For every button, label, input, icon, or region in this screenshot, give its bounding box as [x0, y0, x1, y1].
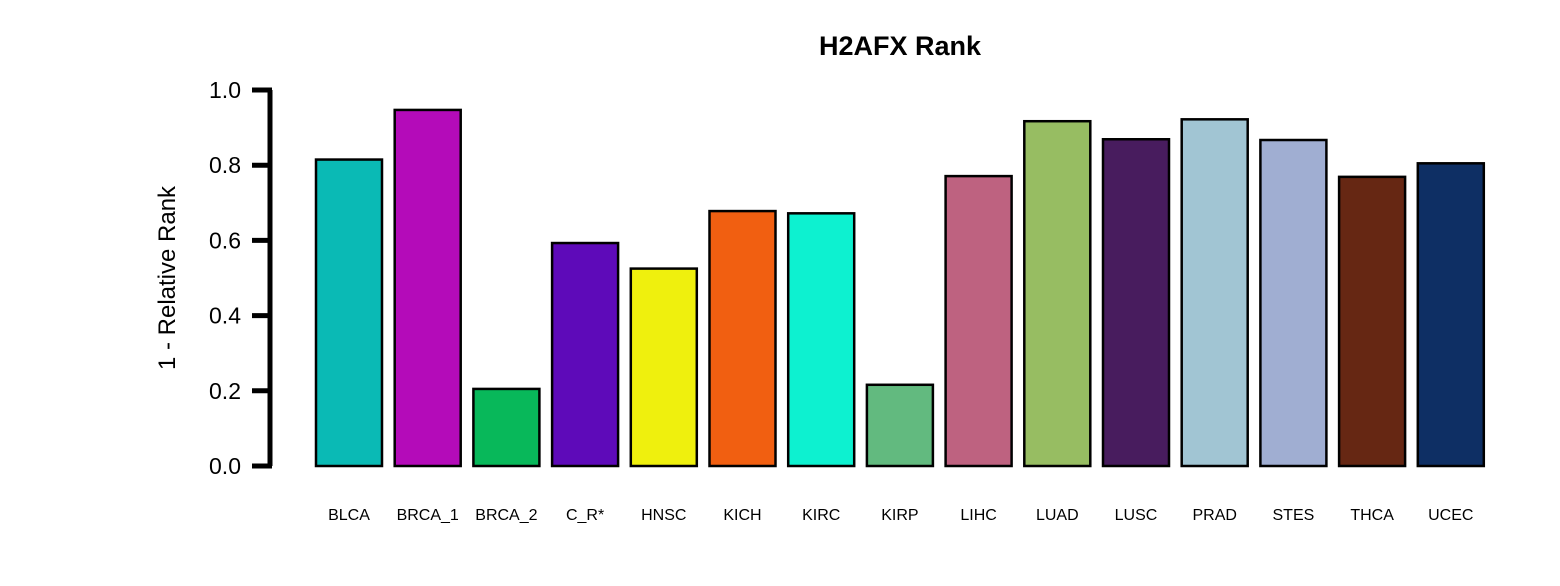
x-tick-label: THCA — [1350, 507, 1394, 524]
y-axis: 0.0 0.2 0.4 0.6 0.8 1.0 — [209, 77, 273, 479]
bar-hnsc — [629, 267, 699, 468]
bar-ucec — [1416, 162, 1486, 468]
x-tick-label: STES — [1273, 507, 1315, 524]
bar-brca-2 — [472, 387, 541, 468]
y-tick-label: 0.4 — [209, 303, 241, 329]
bar-lusc — [1101, 138, 1171, 468]
bar-kirp — [865, 383, 935, 468]
bar-thca — [1337, 175, 1407, 468]
y-tick-label: 0.0 — [209, 453, 241, 479]
x-tick-label: HNSC — [641, 507, 686, 524]
y-tick-label: 0.8 — [209, 152, 241, 178]
y-tick-label: 0.2 — [209, 378, 241, 404]
x-tick-label: BRCA_1 — [397, 507, 459, 524]
bar-lihc — [944, 174, 1013, 468]
bar-c-r — [550, 241, 620, 468]
bar-brca-1 — [393, 108, 462, 468]
y-axis-label: 1 - Relative Rank — [154, 185, 181, 370]
bar-stes — [1259, 138, 1328, 468]
x-tick-label: KIRP — [881, 507, 918, 524]
x-tick-label: LIHC — [960, 507, 996, 524]
x-tick-label: KICH — [723, 507, 761, 524]
x-tick-label: UCEC — [1428, 507, 1473, 524]
y-tick-label: 1.0 — [209, 77, 241, 103]
x-tick-label: KIRC — [802, 507, 840, 524]
x-tick-label: LUSC — [1115, 507, 1158, 524]
x-tick-label: BRCA_2 — [475, 507, 537, 524]
bar-luad — [1023, 119, 1092, 468]
chart-title: H2AFX Rank — [819, 31, 982, 61]
bars-group — [314, 108, 1486, 468]
x-tick-label: C_R* — [566, 507, 604, 524]
x-tick-labels: BLCA BRCA_1 BRCA_2 C_R* HNSC KICH KIRC KIRP LIHC… — [328, 507, 1473, 524]
bar-kirc — [786, 212, 856, 468]
y-tick-label: 0.6 — [209, 227, 241, 253]
bar-blca — [314, 158, 384, 468]
bar-prad — [1180, 118, 1249, 468]
x-tick-label: LUAD — [1036, 507, 1079, 524]
x-tick-label: PRAD — [1192, 507, 1236, 524]
x-tick-label: BLCA — [328, 507, 370, 524]
bar-kich — [708, 209, 777, 468]
